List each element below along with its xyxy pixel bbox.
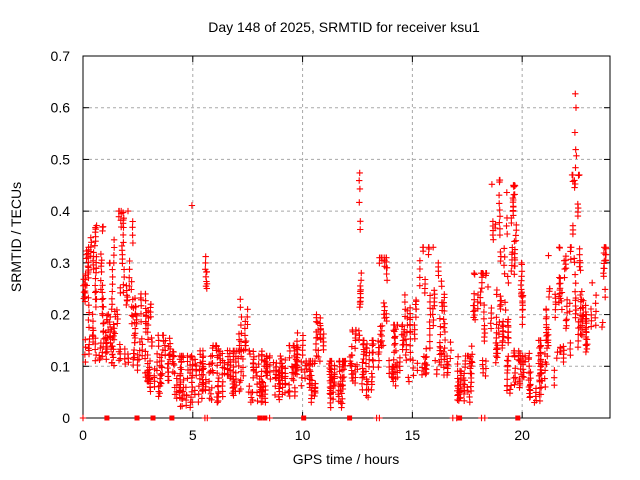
y-tick-label: 0.4 bbox=[51, 203, 71, 219]
zero-marker bbox=[347, 415, 353, 421]
zero-marker bbox=[134, 415, 140, 421]
scatter-layer bbox=[79, 90, 610, 422]
x-axis-label: GPS time / hours bbox=[293, 451, 400, 467]
y-tick-label: 0.6 bbox=[51, 100, 71, 116]
x-tick-label: 10 bbox=[295, 427, 311, 443]
zero-marker bbox=[104, 415, 110, 421]
zero-marker bbox=[515, 415, 521, 421]
zero-marker bbox=[262, 415, 268, 421]
y-tick-label: 0.1 bbox=[51, 358, 71, 374]
zero-marker bbox=[150, 415, 156, 421]
y-tick-label: 0.3 bbox=[51, 255, 71, 271]
x-tick-label: 15 bbox=[405, 427, 421, 443]
y-tick-label: 0.7 bbox=[51, 48, 71, 64]
y-tick-label: 0.2 bbox=[51, 307, 71, 323]
x-tick-labels: 0 5 10 15 20 bbox=[79, 427, 530, 443]
zero-marker bbox=[301, 415, 307, 421]
chart-title: Day 148 of 2025, SRMTID for receiver ksu… bbox=[208, 19, 480, 35]
zero-marker bbox=[457, 415, 463, 421]
y-tick-label: 0 bbox=[62, 410, 70, 426]
x-tick-label: 0 bbox=[79, 427, 87, 443]
y-axis-label: SRMTID / TECUs bbox=[8, 182, 24, 292]
zero-marker bbox=[257, 415, 263, 421]
x-tick-label: 5 bbox=[189, 427, 197, 443]
scatter-points bbox=[79, 90, 610, 422]
zero-marker bbox=[169, 415, 175, 421]
x-tick-label: 20 bbox=[514, 427, 530, 443]
y-tick-label: 0.5 bbox=[51, 151, 71, 167]
y-tick-labels: 0 0.1 0.2 0.3 0.4 0.5 0.6 0.7 bbox=[51, 48, 71, 426]
plot-border bbox=[82, 55, 611, 419]
